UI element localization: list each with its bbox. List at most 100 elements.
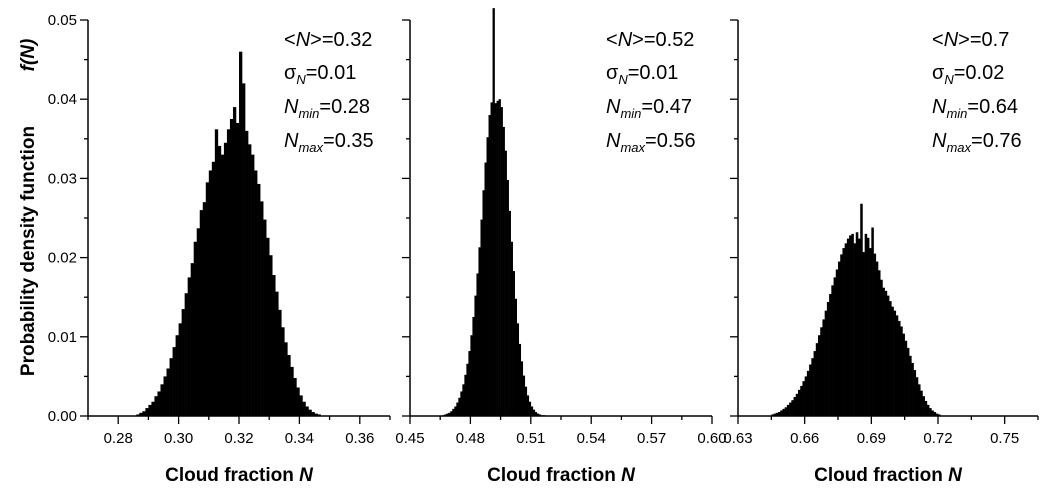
histogram-bar bbox=[169, 358, 173, 416]
histogram-bar bbox=[506, 179, 509, 416]
histogram-bar bbox=[464, 374, 467, 416]
stat-nmax: Nmax=0.56 bbox=[606, 130, 696, 155]
histogram-bar bbox=[882, 287, 885, 416]
histogram-bar bbox=[448, 412, 451, 416]
histogram-bar bbox=[193, 241, 198, 416]
histogram-bar bbox=[275, 291, 279, 416]
histogram-bar bbox=[232, 107, 237, 417]
histogram-bar bbox=[889, 301, 892, 416]
histogram-bar bbox=[151, 401, 155, 416]
histogram-bar bbox=[878, 270, 881, 416]
histogram-bar bbox=[500, 107, 503, 417]
histogram-bar bbox=[466, 363, 469, 416]
histogram-bar bbox=[245, 130, 249, 416]
y-tick-label: 0.04 bbox=[48, 91, 77, 108]
histogram-bar bbox=[456, 402, 459, 416]
stats-annotation: <N>=0.52 σN=0.01 Nmin=0.47 Nmax=0.56 bbox=[606, 29, 696, 155]
histogram-bar bbox=[214, 129, 219, 417]
y-tick-label: 0.05 bbox=[48, 12, 77, 29]
panel-1: 0.28 0.30 0.32 0.34 0.36 0.00 0.01 0.02 0.03 0.04… bbox=[48, 12, 391, 486]
stat-nmin: Nmin=0.64 bbox=[932, 96, 1018, 121]
histogram-bar bbox=[202, 202, 207, 416]
histogram-bar bbox=[187, 277, 191, 416]
histogram-bar bbox=[470, 335, 473, 416]
stats-annotation: <N>=0.32 σN=0.01 Nmin=0.28 Nmax=0.35 bbox=[284, 29, 374, 155]
histogram-bar bbox=[460, 391, 463, 416]
histogram-bar bbox=[800, 385, 803, 416]
stat-nmin: Nmin=0.47 bbox=[606, 96, 692, 121]
x-tick-label: 0.60 bbox=[697, 430, 726, 447]
x-tick-label: 0.63 bbox=[723, 430, 752, 447]
histogram-bar bbox=[773, 413, 777, 416]
stat-mean: <N>=0.52 bbox=[606, 29, 694, 51]
histogram-bar bbox=[490, 102, 493, 417]
y-tick-label: 0.01 bbox=[48, 329, 77, 346]
stats-annotation: <N>=0.7 σN=0.02 Nmin=0.64 Nmax=0.76 bbox=[932, 29, 1022, 155]
histogram-bar bbox=[474, 295, 477, 416]
histogram-bar bbox=[166, 368, 170, 416]
histogram-bar bbox=[884, 290, 888, 416]
x-tick-label: 0.28 bbox=[104, 430, 133, 447]
histogram-bar bbox=[849, 235, 852, 416]
histogram-bar bbox=[452, 408, 455, 416]
histogram-bar bbox=[254, 170, 258, 416]
histogram-bar bbox=[484, 162, 487, 416]
histogram-bar bbox=[514, 298, 517, 416]
stat-nmin: Nmin=0.28 bbox=[284, 96, 370, 121]
histogram-bar bbox=[891, 306, 894, 416]
histogram-bar bbox=[272, 275, 276, 416]
histogram-bar bbox=[791, 400, 794, 416]
histogram-bar bbox=[532, 409, 536, 416]
histogram-bar bbox=[906, 347, 910, 416]
histogram-bar bbox=[809, 364, 812, 416]
histogram-bar bbox=[893, 310, 897, 416]
histogram-bar bbox=[822, 319, 825, 416]
histogram-bar bbox=[139, 412, 143, 416]
histogram-bar bbox=[918, 384, 921, 416]
histogram-bar bbox=[302, 401, 306, 416]
histogram-bar bbox=[898, 320, 901, 416]
x-tick-label: 0.32 bbox=[224, 430, 253, 447]
histogram-bar bbox=[293, 377, 297, 416]
histogram-bar bbox=[278, 309, 282, 416]
histogram-bar bbox=[829, 294, 832, 416]
histogram-bar bbox=[922, 396, 925, 416]
x-tick-label: 0.57 bbox=[637, 430, 666, 447]
histogram-bar bbox=[802, 381, 805, 416]
histogram-bar bbox=[235, 122, 240, 417]
x-tick-label: 0.66 bbox=[790, 430, 819, 447]
histogram-bar bbox=[824, 310, 828, 416]
y-axis-label: Probability density function bbox=[18, 126, 39, 376]
histogram-bar bbox=[900, 326, 903, 416]
histogram-bar bbox=[784, 407, 788, 416]
histogram-bar bbox=[860, 203, 863, 416]
histogram-bar bbox=[920, 390, 923, 416]
histogram-bar bbox=[196, 228, 201, 416]
histogram-bar bbox=[266, 237, 270, 416]
histogram-bar bbox=[904, 340, 908, 416]
histogram-bar bbox=[866, 237, 870, 416]
histogram-bar bbox=[157, 391, 161, 416]
x-tick-label: 0.45 bbox=[395, 430, 424, 447]
histogram-bar bbox=[833, 277, 837, 416]
histogram-bar bbox=[504, 150, 507, 416]
stat-sigma: σN=0.01 bbox=[606, 62, 678, 87]
histogram-bar bbox=[229, 119, 234, 416]
histogram-bar bbox=[160, 384, 164, 416]
histogram-bar bbox=[782, 408, 785, 416]
stat-mean: <N>=0.32 bbox=[284, 29, 372, 51]
histogram-bar bbox=[508, 210, 511, 416]
stat-sigma: σN=0.02 bbox=[932, 62, 1004, 87]
histogram-bar bbox=[299, 395, 303, 416]
histogram-bar bbox=[154, 396, 158, 416]
histogram-bar bbox=[902, 333, 905, 416]
x-tick-label: 0.72 bbox=[923, 430, 952, 447]
histogram-bar bbox=[317, 414, 321, 416]
histogram-bar bbox=[528, 401, 532, 416]
histogram-bar bbox=[226, 129, 231, 417]
histogram-bar bbox=[458, 397, 461, 416]
histogram-bar bbox=[494, 103, 497, 416]
histogram-bar bbox=[534, 412, 538, 416]
histogram-bar bbox=[831, 285, 834, 416]
